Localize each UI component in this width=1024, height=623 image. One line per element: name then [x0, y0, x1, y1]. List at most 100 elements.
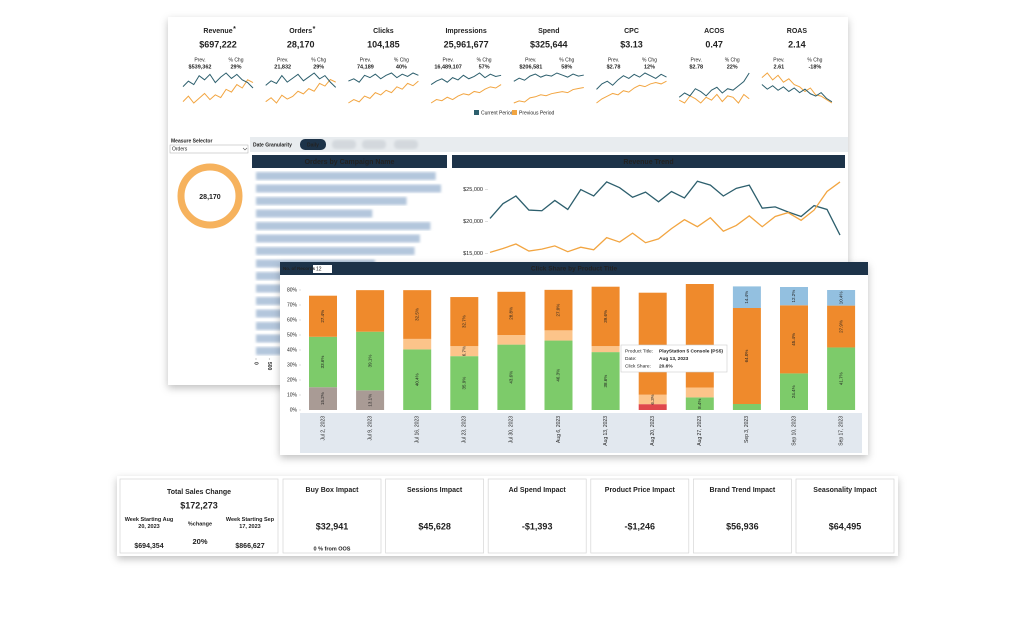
prev-value: $2.78 — [689, 64, 703, 70]
tooltip-label: Date: — [625, 356, 636, 362]
week-label: Week Starting Sep 17, 2023 — [226, 517, 274, 530]
value-label: 6.7% — [461, 346, 466, 356]
x-tick-label: Jul 16, 2023 — [415, 416, 421, 443]
bar-segment — [544, 289, 573, 331]
bar-segment — [685, 397, 714, 410]
value-label: 15.2% — [320, 392, 325, 405]
bar — [256, 184, 441, 193]
bar-segment — [685, 387, 714, 398]
card — [385, 478, 484, 554]
donut — [177, 163, 243, 229]
chg-label: % Chg — [477, 57, 492, 63]
card-title: Ad Spend Impact — [509, 487, 567, 494]
granularity-label: Date Granularity — [253, 142, 292, 148]
value-label: 43.6% — [509, 371, 514, 384]
bar-segment — [780, 305, 808, 374]
value-label: 33.6% — [320, 356, 325, 369]
bar-segment — [450, 356, 479, 410]
kpi-label: Revenue — [203, 28, 232, 35]
dropdown[interactable] — [169, 144, 249, 154]
bar-segment — [309, 387, 337, 410]
x-tick-label: Jul 9, 2023 — [367, 416, 373, 441]
bar-segment — [544, 330, 573, 341]
prev-label: Prev. — [277, 57, 288, 63]
x-tick-label: Jul 23, 2023 — [462, 416, 468, 443]
sparkline — [596, 72, 667, 90]
value-label: 27.9% — [838, 320, 843, 333]
kpi-value: 104,185 — [367, 39, 400, 49]
bar-segment — [638, 292, 667, 395]
sparkline — [678, 93, 750, 104]
prev-value: $206,581 — [519, 64, 542, 70]
prev-label: Prev. — [360, 57, 371, 63]
bar — [256, 172, 436, 180]
kpi-label: ROAS — [787, 28, 808, 35]
value-label: 24.4% — [791, 385, 796, 398]
end-value: $866,627 — [235, 543, 264, 550]
prev-value: $539,362 — [189, 64, 212, 70]
tooltip-value: PlayStation 5 Console (PS5) — [659, 348, 723, 354]
records-input[interactable] — [313, 265, 332, 273]
legend-swatch — [474, 110, 479, 115]
sparkline — [182, 79, 254, 104]
value-label: 32.7% — [461, 315, 466, 328]
x-tick-label: Aug 13, 2023 — [603, 416, 609, 446]
prev-label: Prev. — [773, 57, 784, 63]
value-label: 14.4% — [744, 291, 749, 304]
bar-segment — [497, 291, 526, 335]
chart-title: Click Share by Product Title — [531, 266, 618, 273]
y-tick-label: $15,000 — [463, 251, 483, 257]
tooltip — [620, 344, 728, 373]
records-label: No. of Records — [283, 266, 316, 271]
kpi-label: Clicks — [373, 28, 394, 35]
y-tick-label: 50% — [287, 332, 298, 338]
sparkline — [596, 80, 667, 104]
prev-value: $2.78 — [607, 64, 621, 70]
kpi-value: $3.13 — [620, 39, 643, 49]
granularity-button[interactable] — [300, 139, 326, 150]
bar-segment — [638, 394, 667, 405]
bar-segment — [497, 344, 526, 410]
trend-line — [489, 181, 841, 253]
bar-segment — [827, 290, 856, 306]
kpi-value: 25,961,677 — [444, 39, 489, 49]
start-value: $694,354 — [134, 543, 163, 550]
value-label: 40.4% — [414, 373, 419, 386]
bar-segment — [403, 290, 432, 339]
value-label: 6.3% — [650, 394, 655, 404]
x-tick-label: Aug 6, 2023 — [556, 416, 562, 443]
bar-segment — [591, 346, 620, 353]
bar-segment — [497, 335, 526, 345]
bar — [256, 234, 420, 243]
week-label-text: Week Starting Aug 20, 2023 — [124, 517, 174, 531]
bar-segment — [356, 290, 385, 332]
card — [119, 478, 279, 554]
y-tick-label: 80% — [287, 287, 298, 293]
legend-swatch — [512, 110, 517, 115]
prev-value: 21,832 — [274, 64, 291, 70]
kpi-marker: * — [233, 26, 236, 33]
date-band — [300, 413, 862, 453]
card — [282, 478, 382, 554]
chg-label: % Chg — [559, 57, 574, 63]
y-tick-label: $25,000 — [463, 187, 483, 193]
dropdown-arrow — [242, 147, 248, 151]
value-label: 8.4% — [697, 399, 702, 409]
legend-label: Previous Period — [519, 110, 555, 116]
sparkline — [513, 72, 584, 82]
card-value: $56,936 — [726, 521, 759, 531]
y-tick-label: 60% — [287, 317, 298, 323]
y-tick-label: 20% — [287, 377, 298, 383]
chg-value: 22% — [727, 64, 738, 70]
value-label: 10.4% — [838, 291, 843, 304]
kpi-value: $697,222 — [199, 39, 237, 49]
kpi-label: CPC — [624, 28, 639, 35]
chg-value: -18% — [808, 64, 821, 70]
bar-segment — [309, 336, 337, 388]
value-label: 27.4% — [320, 310, 325, 323]
kpi-value: 0.47 — [705, 39, 723, 49]
sparkline — [430, 84, 502, 104]
click-share-panel: No. of Records 12 Click Share by Product T… — [280, 262, 868, 455]
kpi-value: 28,170 — [287, 39, 315, 49]
chg-value: 12% — [644, 64, 655, 70]
